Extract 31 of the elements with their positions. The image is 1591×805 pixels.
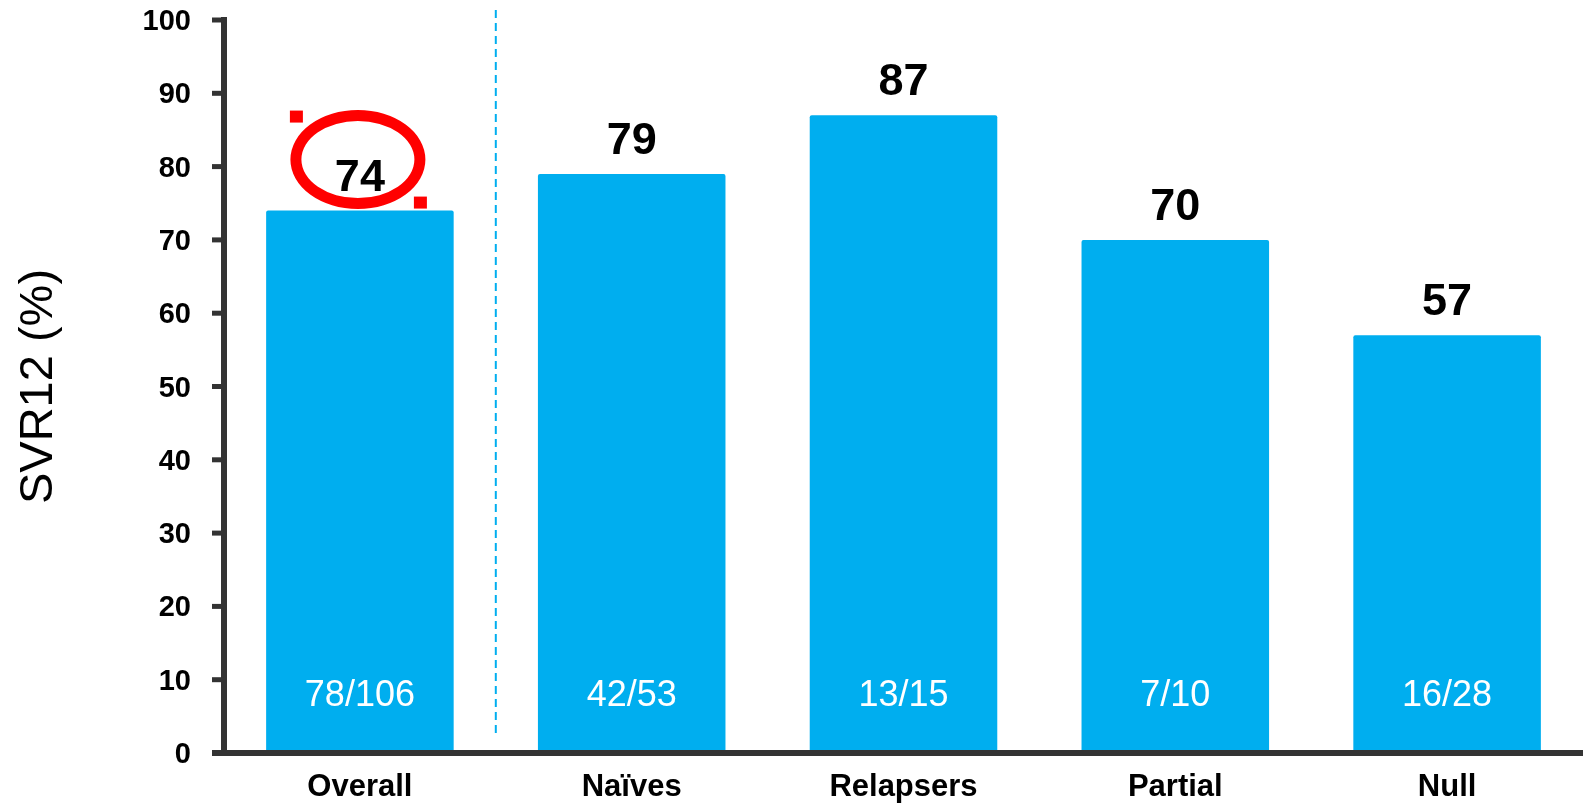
annotation: 42/53 xyxy=(586,673,677,714)
y-tick-label: 80 xyxy=(158,150,191,183)
y-tick-label: 30 xyxy=(158,517,191,550)
y-tick-label: 40 xyxy=(158,443,191,476)
bar xyxy=(1353,335,1541,753)
y-tick-label: 100 xyxy=(142,4,191,36)
x-tick-label: Naïves xyxy=(581,768,682,803)
y-tick-label: 10 xyxy=(158,663,191,696)
x-tick-label: Partial xyxy=(1127,768,1223,803)
x-tick-label: Relapsers xyxy=(829,768,978,803)
y-tick-label: 70 xyxy=(158,223,191,256)
x-tick-label: Null xyxy=(1417,768,1477,803)
bar xyxy=(537,173,726,753)
y-axis-title: SVR12 (%) xyxy=(9,268,62,505)
data-label: 70 xyxy=(1150,178,1201,230)
y-tick-label: 20 xyxy=(158,590,191,623)
x-tick-label: Overall xyxy=(307,768,413,803)
bar xyxy=(1081,239,1270,753)
y-tick-label: 60 xyxy=(158,297,191,330)
y-tick-label: 0 xyxy=(174,737,191,769)
data-label: 87 xyxy=(878,54,929,106)
bar xyxy=(809,115,998,753)
annotation: 13/15 xyxy=(858,673,949,714)
annotation: 78/106 xyxy=(304,673,415,714)
y-tick-label: 90 xyxy=(158,77,191,110)
data-label: 74 xyxy=(334,149,385,201)
annotation: 16/28 xyxy=(1402,673,1493,714)
annotation: 7/10 xyxy=(1140,673,1211,714)
y-tick-label: 50 xyxy=(158,370,191,403)
data-label: 79 xyxy=(606,112,657,164)
data-label: 57 xyxy=(1422,274,1473,326)
